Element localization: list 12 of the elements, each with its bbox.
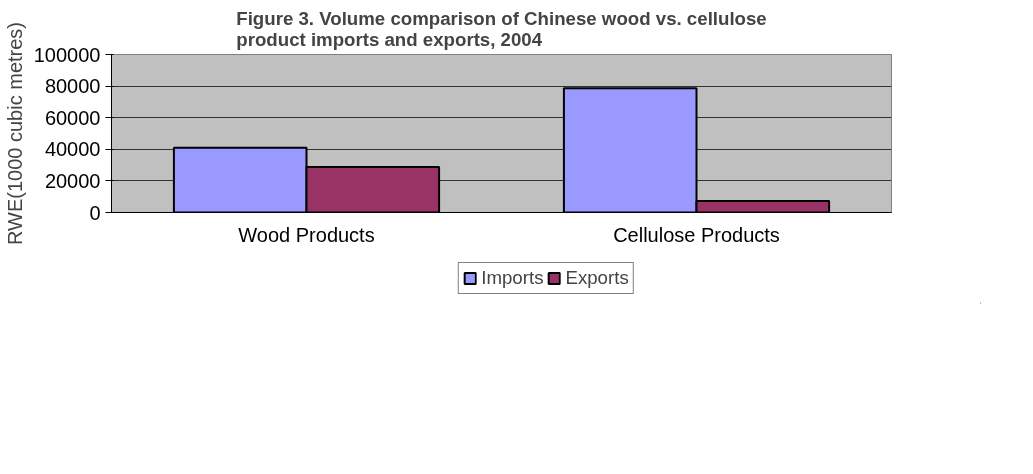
y-axis-title: RWE(1000 cubic metres)	[3, 21, 26, 246]
x-tick-label: Cellulose Products	[613, 223, 780, 246]
chart-title: Figure 3. Volume comparison of Chinese wood vs. cellulose product imports and exports, 2004	[236, 7, 767, 50]
y-tick-label: 40000	[44, 138, 101, 161]
legend-label: Exports	[565, 267, 629, 289]
y-tick-label: 100000	[33, 43, 101, 66]
y-tick-label: 0	[89, 201, 101, 224]
legend-label: Imports	[481, 267, 544, 289]
x-tick-label: Wood Products	[238, 223, 375, 246]
y-tick-label: 60000	[44, 106, 101, 129]
y-tick-label: 80000	[44, 75, 101, 98]
y-tick-label: 20000	[44, 169, 101, 192]
